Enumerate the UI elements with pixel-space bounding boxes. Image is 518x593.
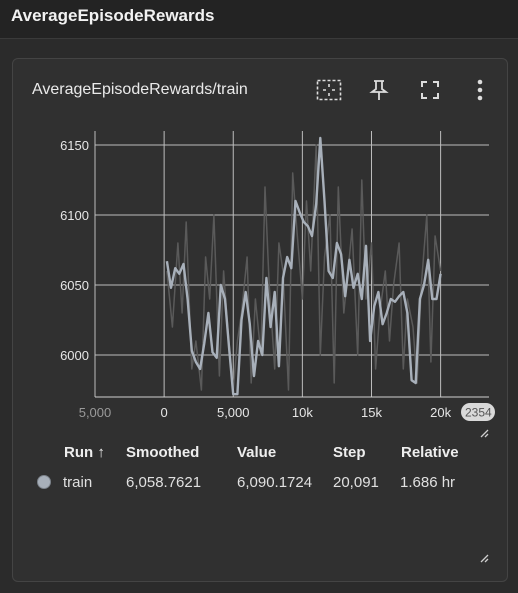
x-overflow-label: 2354 <box>465 406 492 420</box>
x-tick-label: 15k <box>361 405 382 420</box>
header-smoothed: Smoothed <box>126 444 200 461</box>
top-bar: AverageEpisodeRewards <box>0 0 518 39</box>
header-step: Step <box>333 444 366 461</box>
header-run[interactable]: Run ↑ <box>64 444 105 461</box>
fullscreen-button[interactable] <box>415 76 445 104</box>
x-tick-label: 10k <box>292 405 313 420</box>
raw-series-line <box>166 144 442 391</box>
section-title: AverageEpisodeRewards <box>11 6 215 25</box>
fullscreen-icon <box>421 81 439 99</box>
run-color-swatch[interactable] <box>37 475 51 489</box>
y-tick-label: 6000 <box>60 348 89 363</box>
resize-handle-icon[interactable] <box>479 553 489 563</box>
cell-smoothed: 6,058.7621 <box>126 474 202 491</box>
cell-relative: 1.686 hr <box>400 474 456 491</box>
fit-domain-button[interactable] <box>314 76 344 104</box>
resize-handle-icon[interactable] <box>479 428 489 438</box>
x-tick-label: 20k <box>430 405 451 420</box>
pin-icon <box>369 80 389 100</box>
cell-step: 20,091 <box>333 474 379 491</box>
more-vert-icon <box>477 79 483 101</box>
y-tick-label: 6050 <box>60 278 89 293</box>
y-tick-label: 6150 <box>60 138 89 153</box>
x-overflow-pill <box>461 403 495 421</box>
header-relative: Relative <box>401 444 459 461</box>
x-tick-label: 5,000 <box>79 405 112 420</box>
header-value: Value <box>237 444 277 461</box>
cell-value: 6,090.1724 <box>237 474 313 491</box>
card-title: AverageEpisodeRewards/train <box>32 81 248 98</box>
fit-domain-icon <box>316 79 342 101</box>
chart-card: AverageEpisodeRewards/train 6150 6100 6050… <box>12 58 508 582</box>
smoothed-series-line <box>165 136 442 396</box>
x-tick-label: 5,000 <box>217 405 250 420</box>
y-tick-label: 6100 <box>60 208 89 223</box>
x-tick-label: 0 <box>161 405 168 420</box>
pin-button[interactable] <box>364 76 394 104</box>
more-options-button[interactable] <box>465 76 495 104</box>
line-chart[interactable]: 6150 6100 6050 6000 5,000 0 5,000 10k 15k 20k 2354 <box>13 59 509 459</box>
cell-run: train <box>63 474 93 491</box>
